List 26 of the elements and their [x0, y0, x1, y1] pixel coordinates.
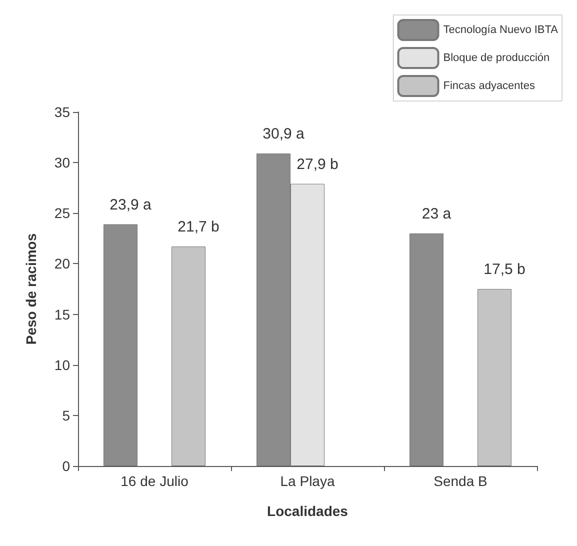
- y-tick-label: 0: [62, 458, 70, 474]
- data-label: 30,9 a: [262, 125, 305, 142]
- y-tick-label: 30: [54, 154, 70, 171]
- legend-label: Fincas adyacentes: [443, 80, 536, 92]
- x-tick-label: 16 de Julio: [120, 473, 189, 489]
- data-label: 27,9 b: [296, 156, 338, 173]
- legend-label: Tecnología Nuevo IBTA: [443, 24, 559, 36]
- y-tick-label: 25: [54, 205, 70, 222]
- data-label: 23 a: [422, 205, 452, 222]
- y-tick-label: 10: [54, 356, 70, 373]
- data-label: 21,7 b: [178, 218, 220, 236]
- bar: [478, 289, 512, 466]
- data-label: 23,9 a: [110, 196, 152, 214]
- y-tick-label: 15: [54, 306, 70, 322]
- data-label: 17,5 b: [484, 261, 526, 278]
- y-axis-title: Peso de racimos: [23, 233, 39, 345]
- bar: [410, 233, 444, 466]
- legend-label: Bloque de producción: [443, 52, 550, 64]
- y-tick-label: 5: [62, 407, 70, 424]
- bar: [104, 224, 138, 466]
- x-axis-title: Localidades: [267, 503, 348, 519]
- y-tick-label: 35: [54, 104, 70, 120]
- bar: [172, 246, 206, 466]
- x-tick-label: La Playa: [280, 473, 335, 489]
- x-tick-label: Senda B: [434, 473, 488, 489]
- y-tick-label: 20: [54, 256, 70, 272]
